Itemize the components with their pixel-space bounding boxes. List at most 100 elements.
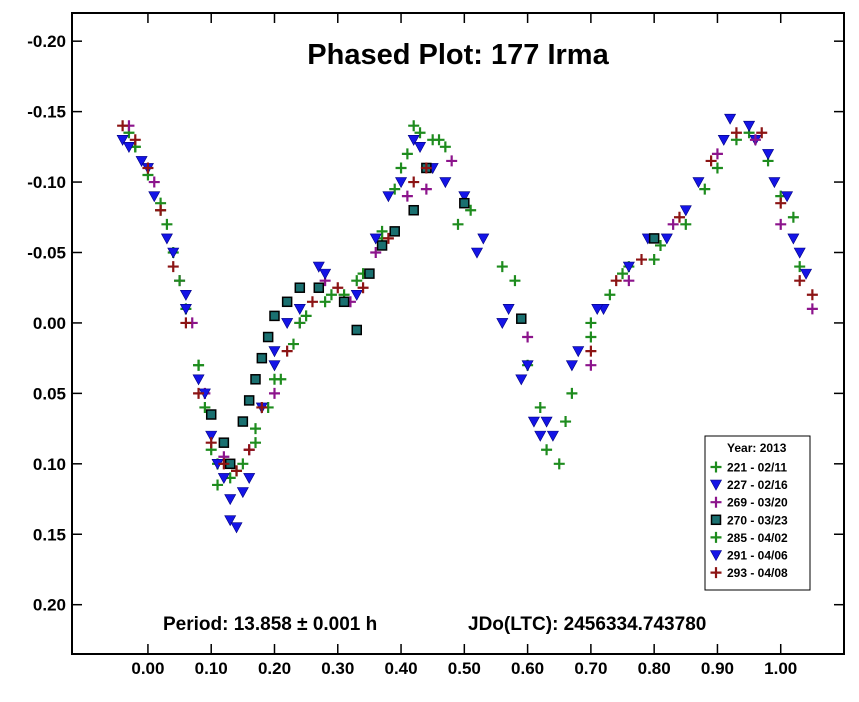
data-point	[585, 359, 597, 371]
data-point	[414, 127, 426, 139]
data-point	[762, 149, 775, 161]
data-point	[775, 197, 787, 209]
data-point	[306, 296, 318, 308]
data-point	[680, 218, 692, 230]
data-point	[710, 461, 722, 473]
data-point	[236, 487, 249, 499]
data-point	[122, 142, 135, 153]
data-point	[256, 401, 268, 413]
data-point	[408, 204, 419, 216]
data-point	[212, 479, 224, 491]
data-point	[370, 246, 382, 258]
data-point	[420, 183, 432, 195]
epoch-text: JDo(LTC): 2456334.743780	[468, 614, 706, 635]
data-point	[515, 374, 528, 386]
data-point	[710, 567, 722, 579]
data-point	[281, 345, 293, 357]
data-point	[477, 233, 490, 245]
data-point	[572, 346, 585, 358]
data-point	[781, 191, 794, 203]
data-point	[654, 239, 666, 251]
data-point	[439, 141, 451, 153]
x-tick-label: 0.30	[321, 659, 354, 678]
data-point	[534, 430, 547, 442]
data-point	[243, 444, 255, 456]
y-tick-label: 0.05	[33, 384, 66, 403]
data-point	[553, 458, 565, 470]
x-tick-label: 0.40	[385, 659, 418, 678]
x-tick-label: 0.60	[511, 659, 544, 678]
data-point	[155, 204, 167, 216]
y-tick-label: -0.05	[27, 243, 66, 262]
data-point	[710, 531, 722, 543]
data-point	[192, 374, 205, 386]
data-point	[179, 289, 192, 301]
legend-box	[704, 435, 811, 591]
data-point	[710, 496, 722, 508]
data-point	[351, 324, 363, 336]
data-point	[699, 183, 711, 195]
data-point	[408, 120, 420, 132]
data-point	[117, 120, 129, 132]
data-point	[679, 205, 692, 217]
data-point	[294, 282, 306, 293]
x-tick-label: 0.50	[448, 659, 481, 678]
data-point	[496, 318, 509, 330]
data-point	[705, 155, 717, 167]
y-tick-label: -0.10	[27, 173, 66, 192]
x-tick-label: 0.80	[638, 659, 671, 678]
data-point	[325, 289, 337, 301]
data-point	[541, 444, 553, 456]
legend-entry-label: 293 - 04/08	[727, 566, 788, 580]
data-point	[617, 268, 629, 280]
data-point	[439, 177, 452, 189]
data-point	[743, 120, 756, 132]
data-point	[458, 191, 471, 203]
data-points	[116, 113, 818, 534]
data-point	[585, 345, 597, 357]
data-point	[287, 338, 299, 350]
data-point	[199, 401, 211, 413]
legend-entry-label: 227 - 02/16	[727, 478, 788, 492]
data-point	[193, 359, 205, 371]
data-point	[256, 352, 268, 364]
chart-title: Phased Plot: 177 Irma	[307, 39, 609, 71]
data-point	[268, 373, 280, 385]
data-point	[338, 296, 350, 308]
data-point	[560, 416, 572, 428]
data-point	[565, 360, 578, 372]
data-point	[749, 134, 761, 146]
data-point	[312, 261, 325, 273]
data-point	[502, 304, 515, 315]
data-point	[775, 218, 787, 230]
data-point	[148, 176, 160, 188]
data-point	[446, 155, 458, 167]
data-point	[724, 113, 737, 125]
data-point	[709, 550, 723, 562]
period-text: Period: 13.858 ± 0.001 h	[163, 614, 377, 635]
data-point	[546, 430, 559, 442]
data-point	[217, 473, 230, 485]
data-point	[522, 331, 534, 343]
data-point	[364, 268, 375, 279]
data-point	[243, 395, 255, 406]
legend-entry-label: 285 - 04/02	[727, 531, 788, 545]
data-point	[496, 261, 508, 273]
data-point	[319, 268, 332, 280]
y-tick-label: 0.00	[33, 314, 66, 333]
data-point	[673, 211, 685, 223]
data-point	[408, 176, 420, 188]
data-point	[269, 310, 280, 322]
data-point	[414, 142, 427, 153]
data-point	[459, 197, 470, 209]
data-point	[433, 134, 445, 146]
y-tick-label: -0.20	[27, 32, 66, 51]
legend-entry-label: 270 - 03/23	[727, 513, 788, 527]
data-point	[756, 127, 768, 139]
data-point	[382, 232, 394, 244]
data-point	[231, 465, 243, 477]
data-point	[205, 409, 217, 420]
data-point	[806, 289, 818, 301]
data-point	[585, 331, 597, 343]
data-point	[648, 254, 660, 266]
